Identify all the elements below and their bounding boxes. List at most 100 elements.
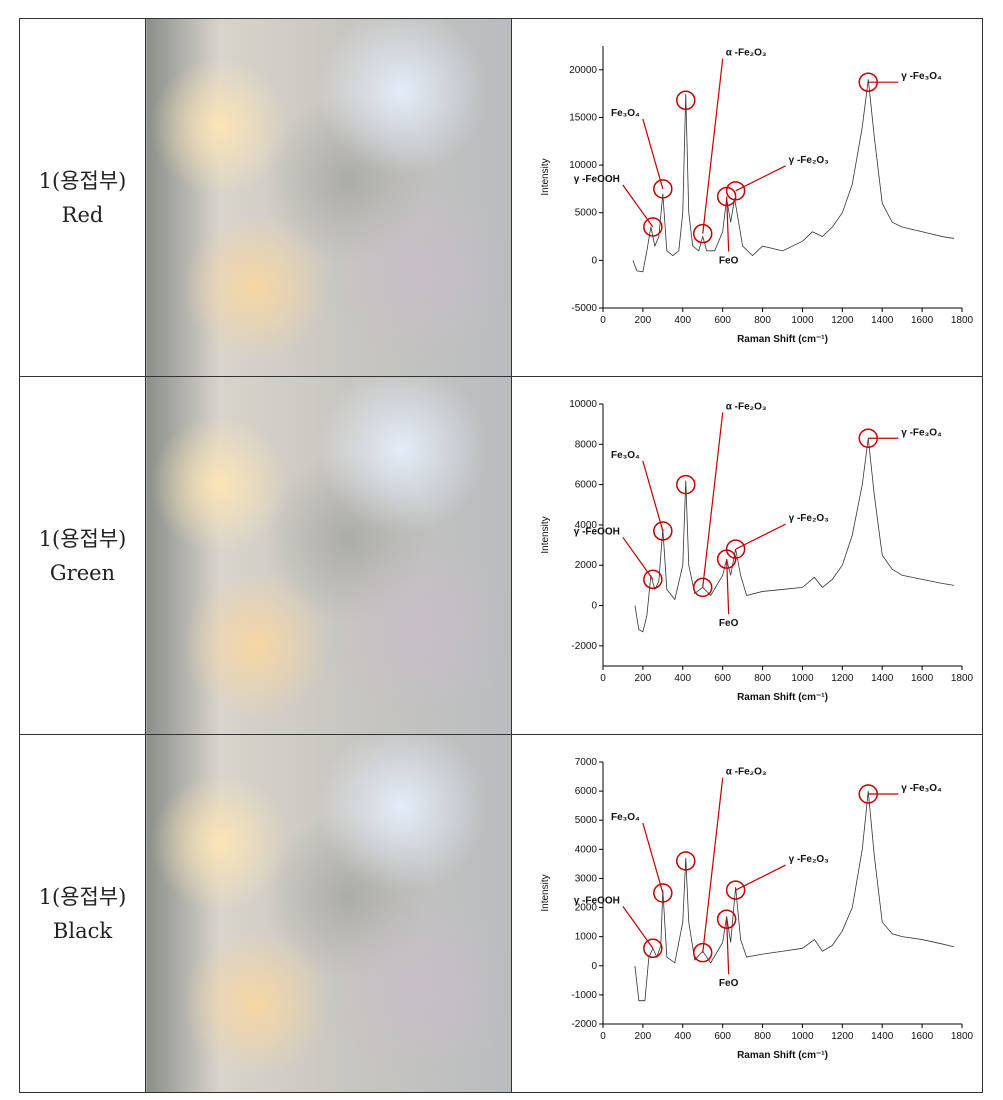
- y-tick-label: 20000: [569, 65, 597, 76]
- label-line: Red: [61, 202, 104, 227]
- y-tick-label: 1000: [575, 932, 598, 943]
- axes: [602, 46, 962, 309]
- x-tick-label: 1800: [951, 673, 974, 684]
- leader-line: [622, 536, 654, 580]
- y-tick-label: 10000: [569, 160, 597, 171]
- x-tick-label: 1600: [911, 315, 934, 326]
- y-axis-label: Intensity: [540, 158, 551, 195]
- y-tick-label: 0: [591, 601, 597, 612]
- x-tick-label: 1800: [951, 315, 974, 326]
- leader-line: [735, 523, 786, 550]
- chart-cell: -5000 0 5000 10000 15000 20000 0 200 400 600 800 10…: [511, 18, 983, 377]
- x-tick-label: 1400: [871, 673, 894, 684]
- label-line: 1(용접부): [38, 884, 127, 909]
- x-tick-label: 800: [754, 1031, 771, 1042]
- y-tick-label: 3000: [575, 873, 598, 884]
- x-tick-label: 1600: [911, 1031, 934, 1042]
- annotation-label: γ -FeOOH: [574, 174, 620, 185]
- y-tick-label: 0: [591, 961, 597, 972]
- annotation-label: Fe₃O₄: [611, 108, 640, 119]
- x-tick-label: 800: [754, 673, 771, 684]
- x-tick-label: 1200: [831, 673, 854, 684]
- y-tick-label: 2000: [575, 903, 598, 914]
- annotation-circle: [676, 851, 696, 871]
- x-tick-label: 0: [600, 315, 606, 326]
- annotation-label: α -Fe₂O₃: [726, 48, 767, 59]
- annotation-circle: [643, 569, 663, 590]
- chart-cell: -2000 0 2000 4000 6000 8000 10000 0 200 400 600 800…: [511, 376, 983, 735]
- annotation-label: γ -Fe₂O₃: [789, 854, 830, 865]
- annotation-label: γ -Fe₃O₄: [901, 71, 942, 82]
- annotation-label: Fe₃O₄: [611, 450, 640, 461]
- annotation-circle: [725, 880, 746, 900]
- x-tick-label: 1200: [831, 1031, 854, 1042]
- y-axis-label: Intensity: [540, 516, 551, 553]
- y-tick-label: 5000: [575, 815, 598, 826]
- raman-chart: -2000 -1000 0 1000 2000 3000 4000 5000 6000 7000 0…: [540, 757, 974, 1061]
- x-tick-label: 400: [674, 315, 691, 326]
- leader-line: [622, 184, 654, 228]
- y-tick-label: 6000: [575, 480, 598, 491]
- x-tick-label: 200: [635, 673, 652, 684]
- annotation-label: FeO: [719, 618, 739, 629]
- micro-image: [145, 18, 512, 377]
- row-label: 1(용접부) Red: [19, 18, 146, 377]
- leader-line: [702, 777, 724, 953]
- annotation-label: γ -Fe₃O₄: [901, 783, 942, 794]
- x-tick-label: 600: [714, 315, 731, 326]
- table-row: 1(용접부) Black -2000 -1000 0 1000 2000 3000 4000 50…: [19, 734, 983, 1093]
- leader-line: [622, 905, 654, 949]
- x-tick-label: 800: [754, 315, 771, 326]
- x-tick-label: 400: [674, 673, 691, 684]
- label-line: 1(용접부): [38, 526, 127, 551]
- y-tick-label: 8000: [575, 439, 598, 450]
- y-tick-label: 10000: [569, 399, 597, 410]
- x-tick-label: 1600: [911, 673, 934, 684]
- leader-line: [735, 165, 786, 192]
- spectrum-line: [634, 438, 955, 633]
- label-line: 1(용접부): [38, 168, 127, 193]
- row-label: 1(용접부) Black: [19, 734, 146, 1093]
- x-axis-label: Raman Shift (cm⁻¹): [737, 1050, 828, 1061]
- x-tick-label: 1000: [791, 673, 814, 684]
- label-line: Black: [52, 918, 113, 943]
- raman-chart: -2000 0 2000 4000 6000 8000 10000 0 200 400 600 800…: [540, 399, 974, 703]
- annotation-circle: [676, 90, 696, 111]
- y-tick-label: 0: [591, 255, 597, 266]
- table-row: 1(용접부) Red -5000 0 5000 10000 15000 20000 0 200 40…: [19, 18, 983, 377]
- y-tick-label: 4000: [575, 520, 598, 531]
- leader-line: [702, 58, 724, 234]
- x-tick-label: 1800: [951, 1031, 974, 1042]
- spectrum-line: [634, 791, 955, 1002]
- y-tick-label: -5000: [571, 303, 597, 314]
- y-tick-label: -2000: [571, 1019, 597, 1030]
- leader-line: [735, 864, 786, 891]
- leader-line: [702, 412, 724, 588]
- y-tick-label: 2000: [575, 560, 598, 571]
- annotation-circle: [653, 521, 673, 541]
- y-tick-label: 5000: [575, 208, 598, 219]
- axes: [602, 404, 962, 667]
- annotation-circle: [653, 179, 673, 199]
- x-axis-label: Raman Shift (cm⁻¹): [737, 334, 828, 345]
- annotation-label: Fe₃O₄: [611, 812, 640, 823]
- leader-line: [642, 118, 664, 190]
- x-tick-label: 600: [714, 1031, 731, 1042]
- annotation-label: γ -Fe₂O₃: [789, 155, 830, 166]
- annotation-label: γ -Fe₂O₃: [789, 513, 830, 524]
- x-tick-label: 1200: [831, 315, 854, 326]
- y-tick-label: -1000: [571, 990, 597, 1001]
- chart-cell: -2000 -1000 0 1000 2000 3000 4000 5000 6000 7000 0…: [511, 734, 983, 1093]
- table-body: 1(용접부) Red -5000 0 5000 10000 15000 20000 0 200 40…: [19, 18, 983, 1093]
- x-axis-label: Raman Shift (cm⁻¹): [737, 692, 828, 703]
- leader-line: [726, 559, 730, 615]
- annotation-circle: [653, 883, 673, 903]
- micro-image: [145, 376, 512, 735]
- leader-line: [642, 460, 664, 532]
- y-axis-label: Intensity: [540, 874, 551, 911]
- x-tick-label: 600: [714, 673, 731, 684]
- annotation-circle: [676, 474, 696, 495]
- x-tick-label: 0: [600, 1031, 606, 1042]
- spectrum-line: [632, 79, 955, 273]
